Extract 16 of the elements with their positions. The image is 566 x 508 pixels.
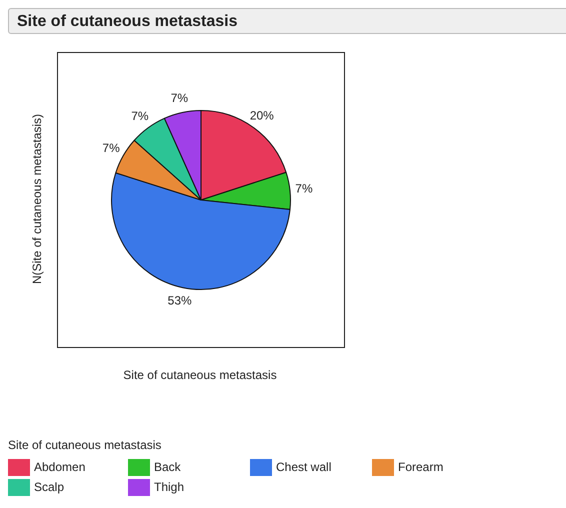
legend-label: Back (154, 460, 181, 474)
legend-title: Site of cutaneous metastasis (8, 438, 162, 452)
data-label: 7% (170, 91, 188, 106)
data-label: 53% (168, 294, 192, 308)
chart-title: Site of cutaneous metastasis (8, 8, 566, 34)
legend-label: Thigh (154, 480, 184, 494)
legend-label: Forearm (398, 460, 444, 474)
data-label: 7% (131, 108, 149, 123)
text: N(Site of cutaneous metastasis) (30, 114, 44, 284)
data-label: 7% (102, 141, 120, 156)
legend-label: Chest wall (276, 460, 332, 474)
legend-label: Abdomen (34, 460, 86, 474)
legend-label: Scalp (34, 480, 64, 494)
text: Site of cutaneous metastasis (123, 368, 277, 382)
data-label: 7% (295, 182, 313, 196)
data-label: 20% (250, 108, 274, 123)
